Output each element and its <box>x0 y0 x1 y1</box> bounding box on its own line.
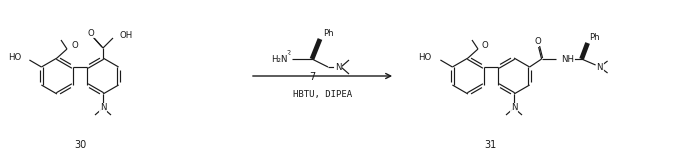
Text: 30: 30 <box>74 140 86 150</box>
Text: OH: OH <box>119 31 132 39</box>
Text: 2: 2 <box>287 50 291 56</box>
Text: O: O <box>71 41 77 51</box>
Text: 31: 31 <box>484 140 496 150</box>
Text: N: N <box>596 62 603 72</box>
Text: HBTU, DIPEA: HBTU, DIPEA <box>293 90 352 98</box>
Text: Ph: Ph <box>323 30 334 38</box>
Text: NH: NH <box>562 55 574 63</box>
Text: Ph: Ph <box>590 32 600 41</box>
Text: HO: HO <box>8 52 22 62</box>
Text: O: O <box>534 37 541 45</box>
Text: N: N <box>100 104 106 113</box>
Text: 7: 7 <box>309 72 315 82</box>
Text: O: O <box>482 41 489 49</box>
Text: H₂N: H₂N <box>272 55 288 63</box>
Text: N: N <box>335 62 341 72</box>
Text: O: O <box>88 28 94 38</box>
Text: HO: HO <box>418 52 431 62</box>
Text: N: N <box>511 104 517 113</box>
Text: H: H <box>279 55 286 63</box>
